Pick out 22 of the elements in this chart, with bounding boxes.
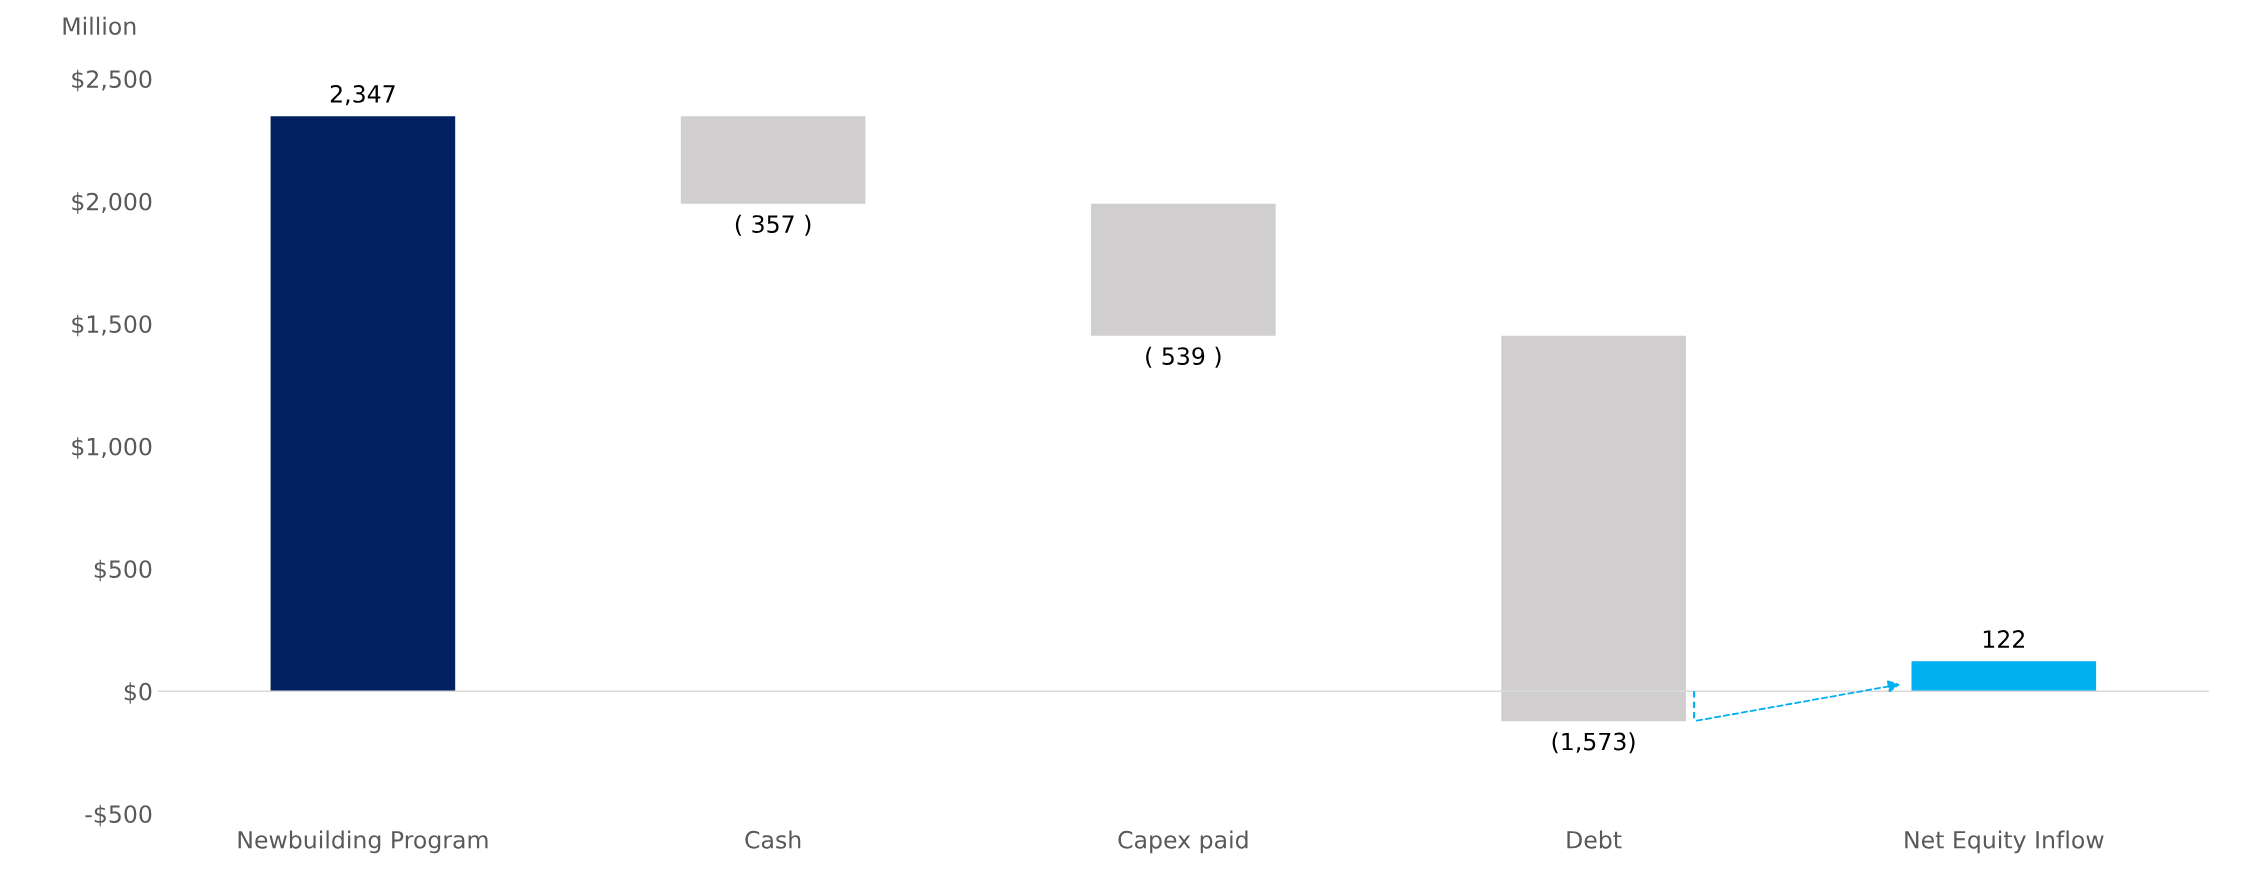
bar	[1911, 661, 2097, 692]
data-label: ( 357 )	[735, 214, 811, 236]
y-tick-label: $500	[94, 559, 152, 582]
y-tick-label: $1,000	[72, 437, 152, 459]
y-tick-label: $2,000	[72, 192, 152, 214]
bar	[680, 116, 866, 204]
bar	[270, 116, 456, 692]
x-tick-label: Debt	[1567, 830, 1622, 849]
x-tick-label: Newbuilding Program	[238, 830, 488, 854]
y-tick-label: $1,500	[72, 314, 152, 337]
data-label: 2,347	[330, 84, 395, 106]
y-tick-label: $2,500	[72, 69, 152, 92]
y-tick-label: $0	[124, 682, 152, 704]
data-label: ( 539 )	[1146, 346, 1221, 368]
data-label: 122	[1983, 630, 2024, 648]
x-tick-label: Cash	[745, 830, 801, 849]
y-tick-label: -$500	[85, 804, 152, 827]
bar	[1091, 203, 1276, 336]
x-tick-label: Capex paid	[1118, 830, 1248, 854]
data-label: (1,573)	[1552, 732, 1635, 754]
y-axis-title: Million	[63, 16, 136, 35]
x-tick-label: Net Equity Inflow	[1905, 830, 2104, 854]
